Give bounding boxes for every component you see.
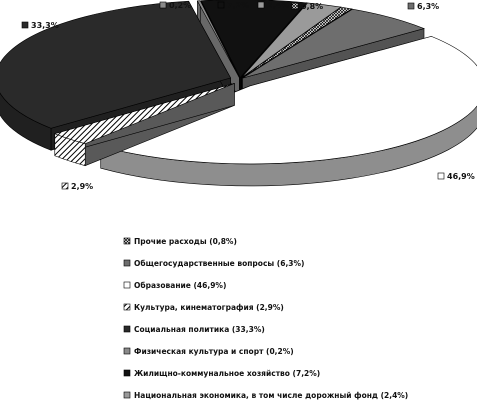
- slice-swatch-8: [258, 2, 264, 8]
- slice-swatch-3: [438, 173, 444, 179]
- legend-label: Образование (46,9%): [134, 281, 226, 290]
- legend-swatch: [124, 304, 130, 310]
- slice-swatch-2: [408, 3, 414, 9]
- slice-swatch-7: [218, 2, 224, 8]
- pie-layer: [0, 0, 477, 186]
- legend-item-7: Жилищно-коммунальное хозяйство (7,2%): [124, 369, 320, 378]
- slice-swatch-1: [292, 3, 298, 9]
- legend-swatch: [124, 370, 130, 376]
- legend-item-6: Физическая культура и спорт (0,2%): [124, 347, 294, 356]
- legend-item-2: Общегосударственные вопросы (6,3%): [124, 259, 304, 268]
- legend-swatch: [124, 260, 130, 266]
- legend-swatch: [124, 392, 130, 398]
- legend-swatch: [124, 326, 130, 332]
- legend-item-3: Образование (46,9%): [124, 281, 226, 290]
- slice-value-label-5: 33,3%: [31, 21, 59, 30]
- slice-swatch-4: [62, 183, 68, 189]
- legend-label: Физическая культура и спорт (0,2%): [134, 347, 294, 356]
- legend-label: Культура, кинематография (2,9%): [134, 303, 284, 312]
- legend-label: Национальная экономика, в том числе доро…: [134, 391, 408, 400]
- slice-value-label-8: 2,4%: [267, 1, 289, 10]
- legend-swatch: [124, 282, 130, 288]
- legend-swatch: [124, 238, 130, 244]
- slice-value-label-7: 7,2%: [227, 1, 249, 10]
- slice-value-label-1: 0,8%: [301, 2, 323, 11]
- slice-value-label-2: 6,3%: [417, 2, 439, 11]
- legend-item-8: Национальная экономика, в том числе доро…: [124, 391, 408, 400]
- slice-value-label-4: 2,9%: [71, 182, 93, 191]
- legend-label: Социальная политика (33,3%): [134, 325, 265, 334]
- legend-swatch: [124, 348, 130, 354]
- slice-value-label-3: 46,9%: [447, 172, 475, 181]
- slice-swatch-6: [160, 2, 166, 8]
- slice-value-label-6: 0,2%: [169, 1, 191, 10]
- legend-item-5: Социальная политика (33,3%): [124, 325, 265, 334]
- legend: Прочие расходы (0,8%) Общегосударственные…: [124, 237, 408, 400]
- legend-item-1: Прочие расходы (0,8%): [124, 237, 237, 246]
- slice-swatch-5: [22, 22, 28, 28]
- legend-label: Прочие расходы (0,8%): [134, 237, 237, 246]
- legend-item-4: Культура, кинематография (2,9%): [124, 303, 284, 312]
- legend-label: Общегосударственные вопросы (6,3%): [134, 259, 304, 268]
- legend-label: Жилищно-коммунальное хозяйство (7,2%): [134, 369, 320, 378]
